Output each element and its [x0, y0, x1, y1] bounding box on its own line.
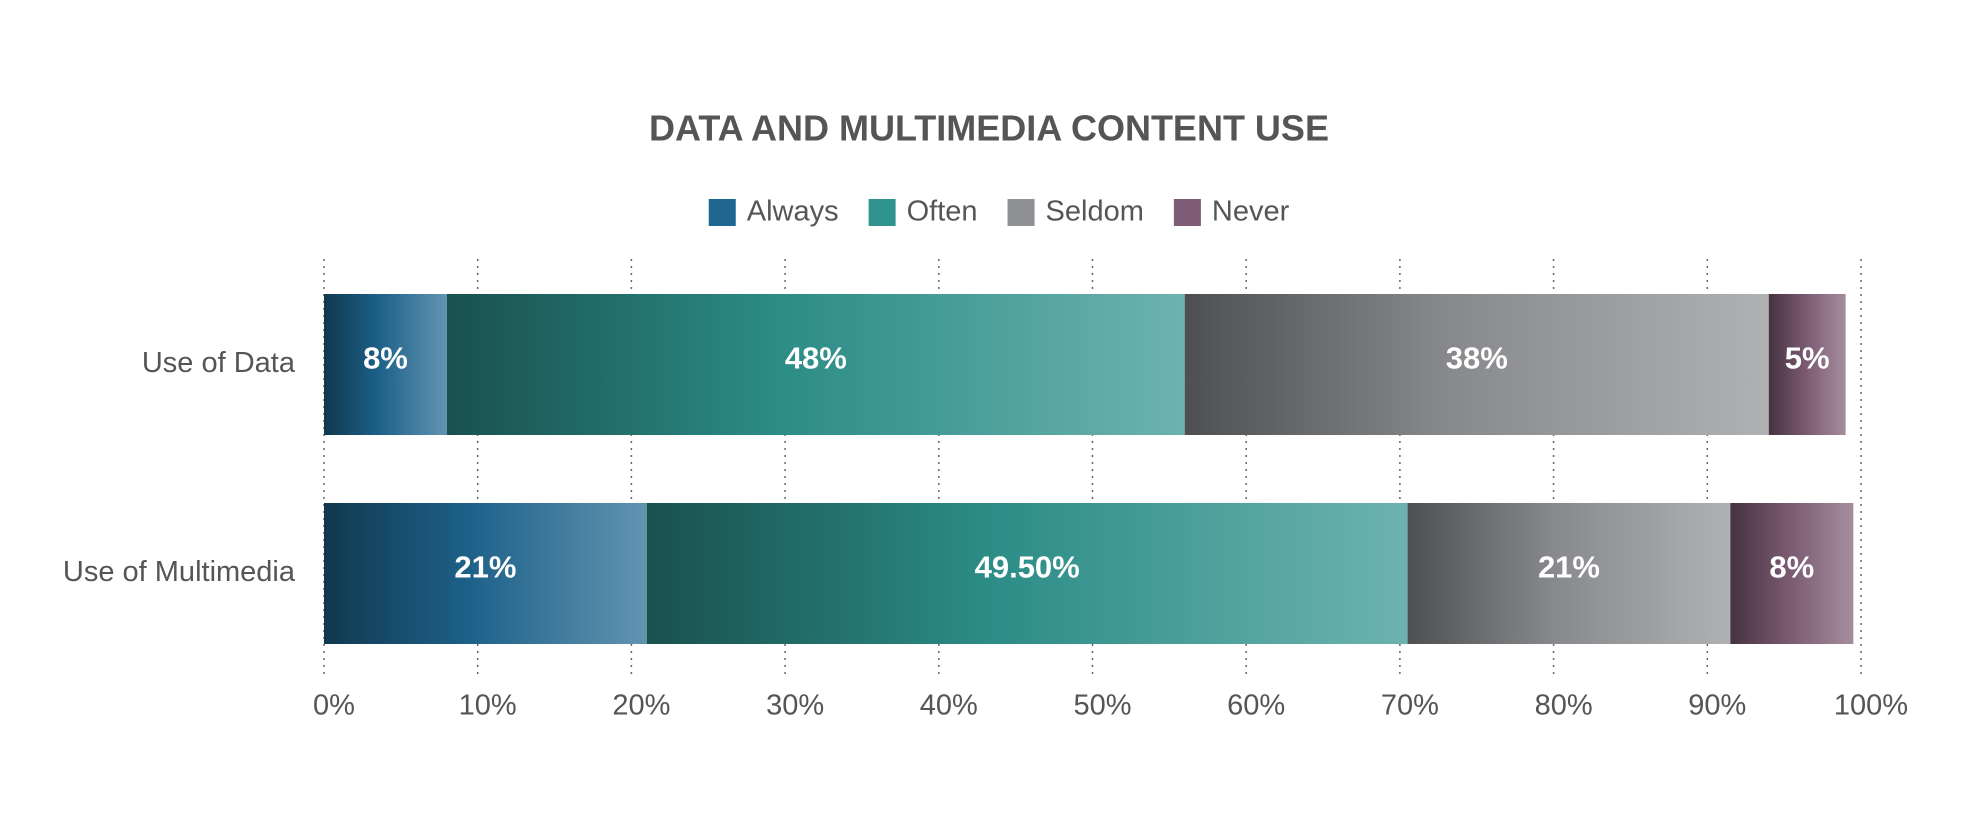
data-label: 49.50%: [975, 550, 1080, 585]
x-tick-label: 50%: [1073, 690, 1131, 722]
legend-swatch: [708, 199, 736, 226]
data-label: 21%: [454, 550, 516, 585]
bar-segment: [324, 503, 647, 644]
data-label: 8%: [1769, 550, 1814, 585]
legend-label: Never: [1212, 196, 1290, 228]
data-label: 5%: [1785, 341, 1830, 376]
legend-swatch: [1173, 199, 1201, 226]
legend-swatch: [1007, 199, 1035, 226]
bar-segment: [1730, 503, 1854, 644]
legend-label: Always: [747, 196, 839, 228]
legend-swatch: [868, 199, 896, 226]
data-label: 38%: [1446, 341, 1508, 376]
data-label: 21%: [1538, 550, 1600, 585]
bar-segment: [1768, 294, 1846, 435]
chart-title: DATA AND MULTIMEDIA CONTENT USE: [649, 108, 1329, 149]
x-tick-label: 60%: [1227, 690, 1285, 722]
x-tick-label: 30%: [766, 690, 824, 722]
x-tick-label: 90%: [1688, 690, 1746, 722]
x-tick-label: 20%: [612, 690, 670, 722]
x-tick-label: 40%: [920, 690, 978, 722]
bar-segment: [1184, 294, 1769, 435]
category-label: Use of Multimedia: [63, 556, 296, 588]
bar-segment: [324, 294, 447, 435]
x-tick-label: 80%: [1535, 690, 1593, 722]
bar-segment: [646, 503, 1408, 644]
bar-segment: [1407, 503, 1731, 644]
bar-segment: [446, 294, 1185, 435]
x-tick-label: 100%: [1834, 690, 1908, 722]
x-tick-label: 10%: [459, 690, 517, 722]
x-tick-label: 70%: [1381, 690, 1439, 722]
legend-label: Often: [907, 196, 978, 228]
category-label: Use of Data: [142, 347, 296, 379]
legend-label: Seldom: [1046, 196, 1144, 228]
data-label: 8%: [363, 341, 408, 376]
data-label: 48%: [785, 341, 847, 376]
x-tick-label: 0%: [313, 690, 355, 722]
